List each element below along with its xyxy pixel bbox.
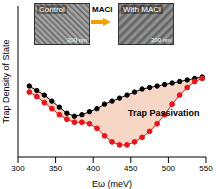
svg-text:400: 400 [87, 164, 101, 173]
svg-text:300: 300 [11, 164, 25, 173]
svg-text:350: 350 [49, 164, 63, 173]
svg-text:Eω (meV): Eω (meV) [92, 179, 132, 189]
html-text:200 nm: 200 nm [67, 37, 87, 43]
html-text:Trap Passivation: Trap Passivation [128, 108, 200, 118]
html-text:Control: Control [39, 5, 65, 14]
html-text:MACl: MACl [92, 5, 113, 14]
svg-text:450: 450 [124, 164, 138, 173]
svg-text:500: 500 [162, 164, 176, 173]
svg-text:550: 550 [199, 164, 208, 173]
html-text:With MACl: With MACl [123, 5, 161, 14]
svg-text:Trap Density of State: Trap Density of State [8, 39, 11, 123]
html-text:200 nm: 200 nm [151, 37, 171, 43]
